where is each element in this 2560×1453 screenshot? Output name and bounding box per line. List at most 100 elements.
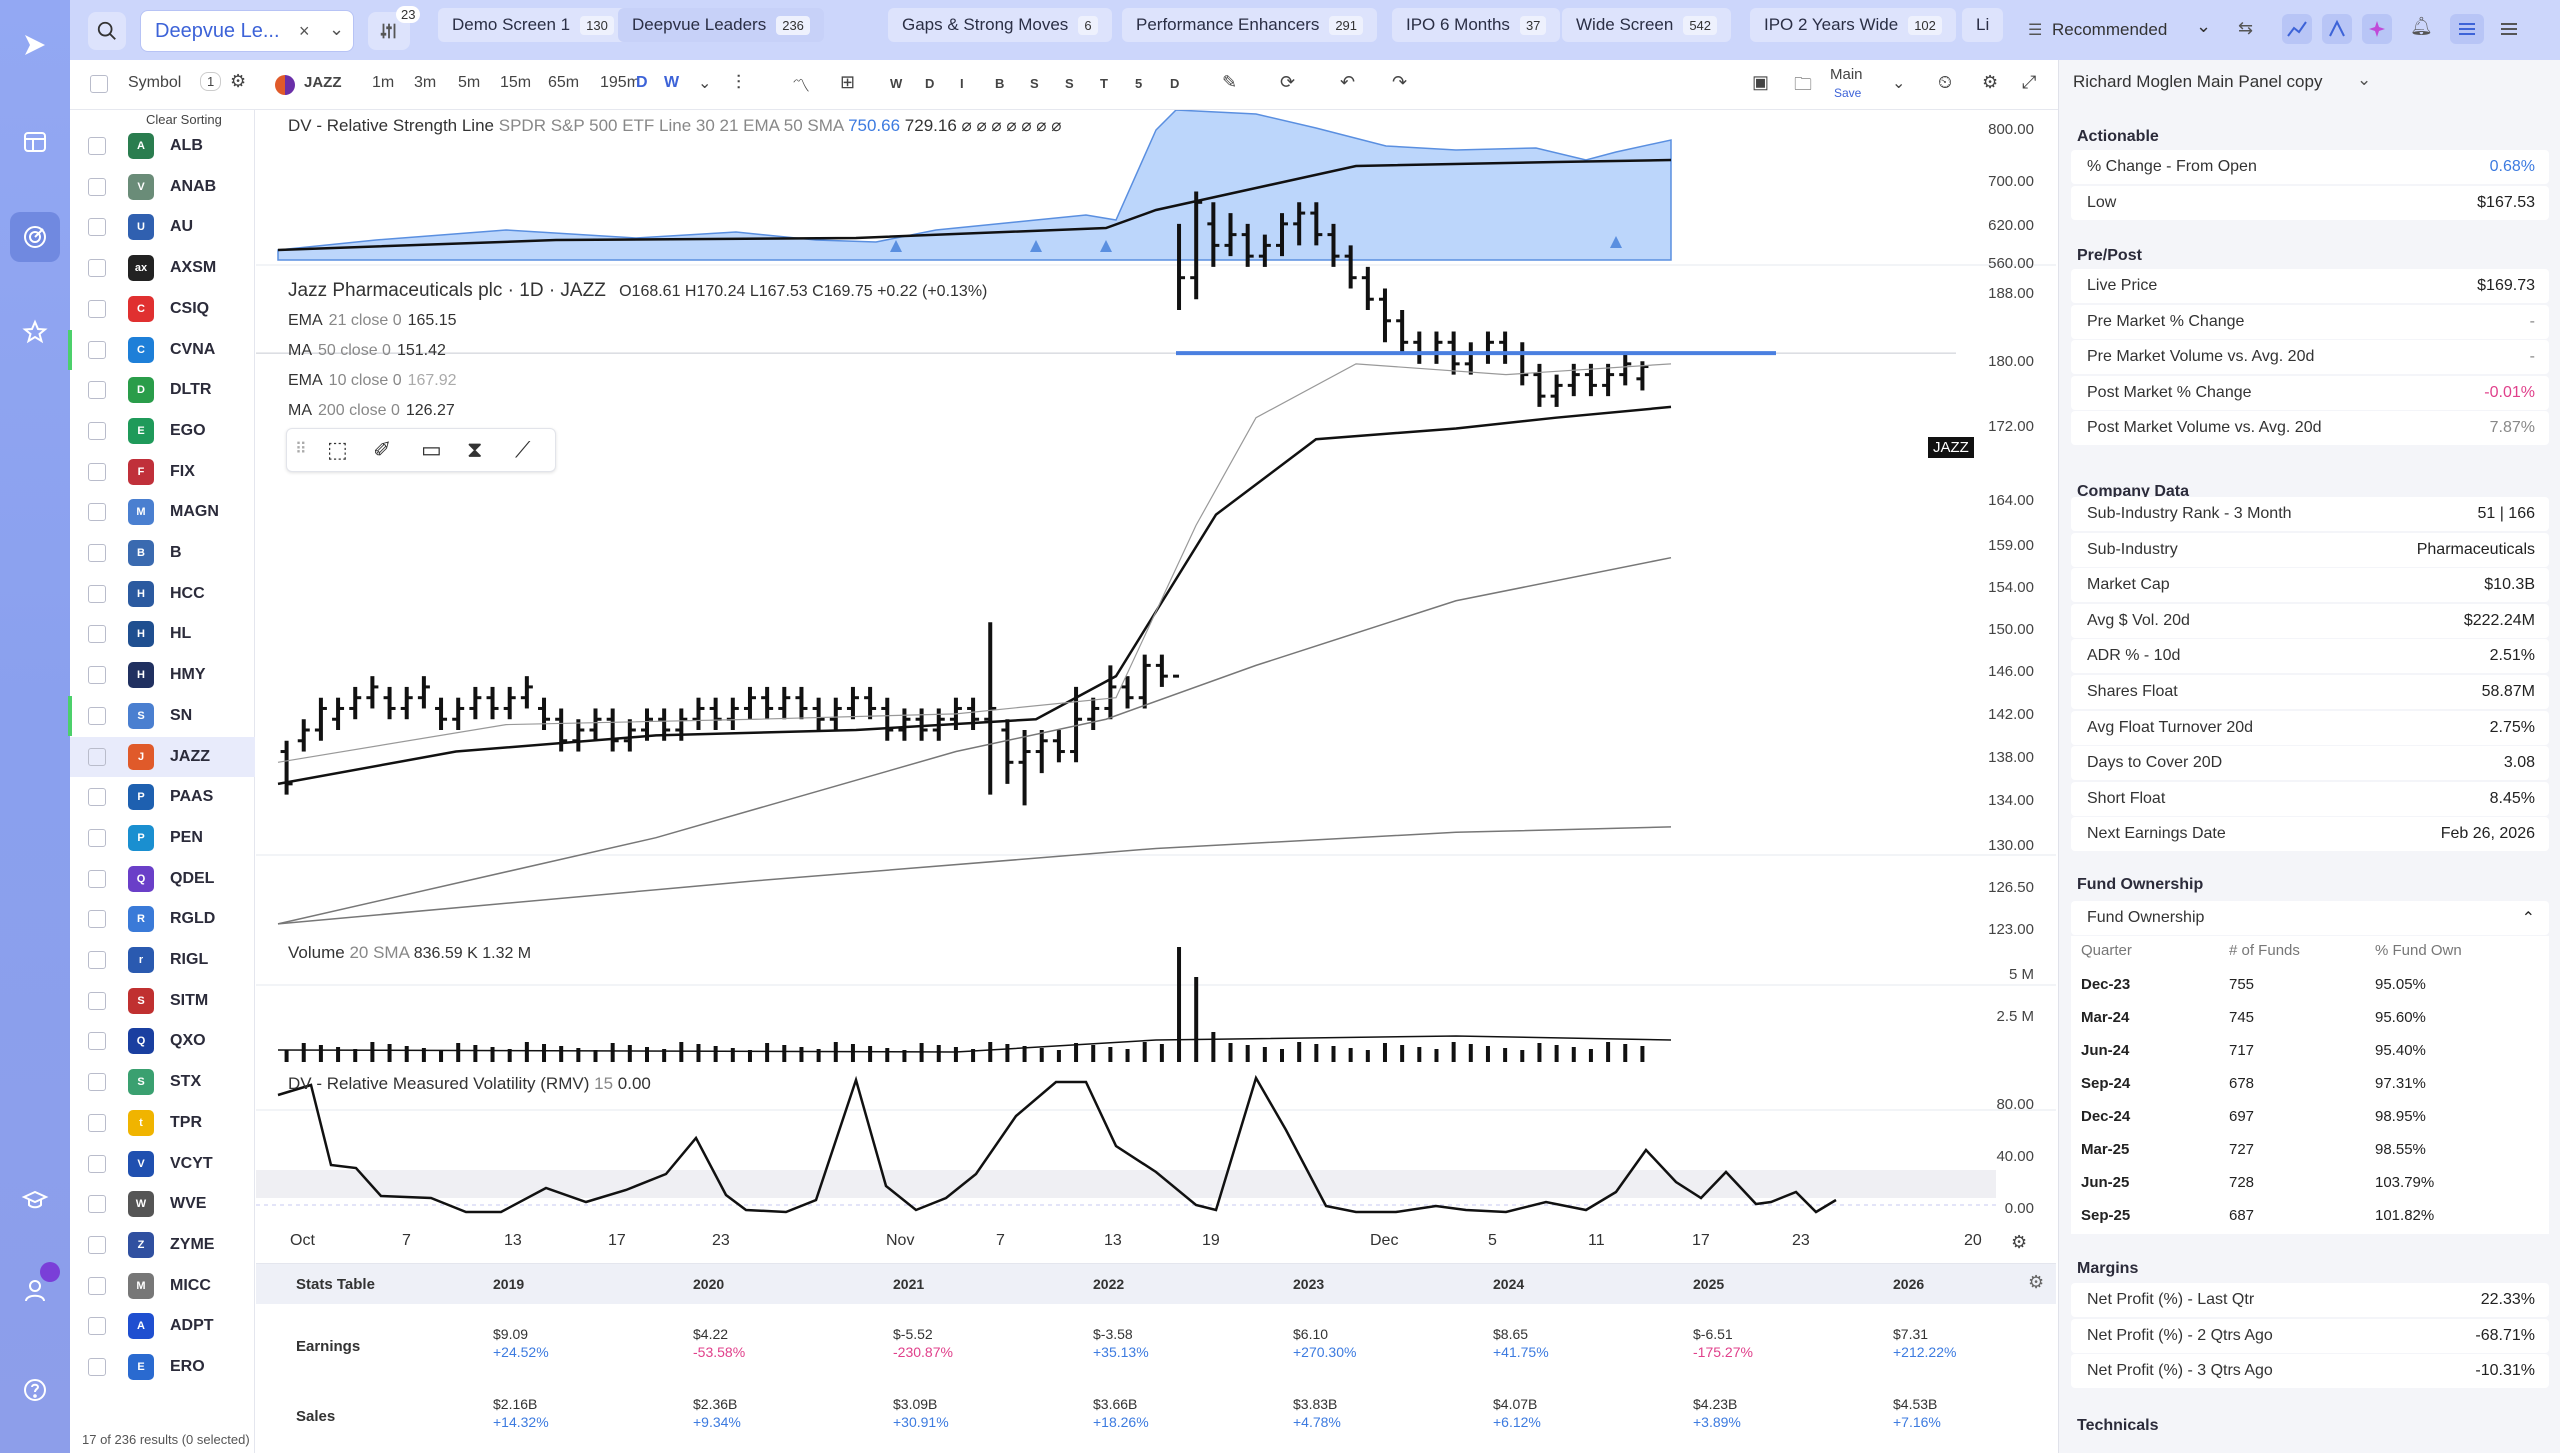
row-checkbox[interactable] bbox=[88, 828, 106, 847]
list-item[interactable]: M MICC bbox=[70, 1266, 255, 1306]
period-button[interactable]: I bbox=[960, 76, 964, 91]
list-item[interactable]: Q QDEL bbox=[70, 859, 255, 899]
fund-ownership-toggle[interactable]: Fund Ownership ⌃ bbox=[2071, 901, 2549, 935]
screener-icon[interactable] bbox=[10, 212, 60, 262]
period-button[interactable]: T bbox=[1100, 76, 1108, 91]
panel-row[interactable]: Avg $ Vol. 20d $222.24M bbox=[2071, 603, 2549, 638]
row-checkbox[interactable] bbox=[88, 666, 106, 685]
list-item[interactable]: S STX bbox=[70, 1062, 255, 1102]
row-checkbox[interactable] bbox=[88, 177, 106, 196]
education-icon[interactable] bbox=[10, 1175, 60, 1225]
share-icon[interactable]: ⇆ bbox=[2238, 18, 2254, 38]
period-button[interactable]: W bbox=[890, 76, 903, 91]
clear-icon[interactable]: × bbox=[299, 21, 310, 41]
list-item[interactable]: V VCYT bbox=[70, 1144, 255, 1184]
layout-chevron-icon[interactable]: ⌄ bbox=[1892, 75, 1906, 92]
list-item[interactable]: S SITM bbox=[70, 981, 255, 1021]
period-button[interactable]: S bbox=[1030, 76, 1039, 91]
timeframe-chevron-icon[interactable]: ⌄ bbox=[698, 75, 712, 92]
row-checkbox[interactable] bbox=[88, 910, 106, 929]
fullscreen-icon[interactable]: ⤢ bbox=[2022, 72, 2037, 92]
panel-row[interactable]: Live Price $169.73 bbox=[2071, 269, 2549, 303]
rectangle-tool-icon[interactable]: ⬚ bbox=[327, 437, 348, 462]
list-item[interactable]: F FIX bbox=[70, 452, 255, 492]
comment-tool-icon[interactable]: ▭ bbox=[421, 437, 442, 462]
row-checkbox[interactable] bbox=[88, 1235, 106, 1254]
row-checkbox[interactable] bbox=[88, 991, 106, 1010]
ticker-symbol[interactable]: JAZZ bbox=[304, 74, 342, 91]
list-item[interactable]: t TPR bbox=[70, 1103, 255, 1143]
list-item[interactable]: U AU bbox=[70, 207, 255, 247]
redo-icon[interactable]: ↷ bbox=[1392, 72, 1408, 92]
list-item[interactable]: Q QXO bbox=[70, 1021, 255, 1061]
bell-icon[interactable]: 🔔︎ bbox=[2410, 16, 2433, 36]
panel-row[interactable]: Short Float 8.45% bbox=[2071, 781, 2549, 816]
timeframe-1m[interactable]: 1m bbox=[372, 74, 395, 91]
indicators-icon[interactable]: 〽 bbox=[792, 76, 810, 96]
panel-row[interactable]: Post Market Volume vs. Avg. 20d 7.87% bbox=[2071, 411, 2549, 446]
tab-gaps-strong-moves[interactable]: Gaps & Strong Moves 6 bbox=[888, 8, 1112, 42]
period-button[interactable]: 5 bbox=[1135, 76, 1143, 91]
candle-tool-icon[interactable]: ⧗ bbox=[467, 437, 483, 462]
list-item[interactable]: E EGO bbox=[70, 411, 255, 451]
price-chart[interactable]: DV - Relative Strength Line SPDR S&P 500… bbox=[256, 110, 2056, 1260]
period-button[interactable]: D bbox=[1170, 76, 1180, 91]
symbol-header[interactable]: Symbol bbox=[128, 74, 182, 91]
list-item[interactable]: ax AXSM bbox=[70, 248, 255, 288]
filter-button[interactable]: 23 bbox=[368, 6, 421, 50]
collapse-icon[interactable]: ⌃ bbox=[2521, 910, 2535, 927]
list-item[interactable]: S SN bbox=[68, 695, 255, 736]
tab-wide-screen[interactable]: Wide Screen 542 bbox=[1562, 8, 1732, 42]
chevron-down-icon[interactable]: ⌄ bbox=[329, 19, 345, 39]
row-checkbox[interactable] bbox=[88, 340, 106, 359]
timeframe-65m[interactable]: 65m bbox=[548, 74, 580, 91]
row-checkbox[interactable] bbox=[88, 1195, 106, 1214]
row-checkbox[interactable] bbox=[88, 218, 106, 237]
list-item[interactable]: H HL bbox=[70, 614, 255, 654]
panel-row[interactable]: Avg Float Turnover 20d 2.75% bbox=[2071, 710, 2549, 745]
draw-pencil-icon[interactable]: ✎ bbox=[1222, 72, 1238, 92]
row-checkbox[interactable] bbox=[88, 381, 106, 400]
bar-style-icon[interactable]: ⫶ bbox=[736, 72, 741, 94]
screen-select[interactable]: Deepvue Le... × ⌄ bbox=[140, 10, 354, 52]
tab-ipo-2-years-wide[interactable]: IPO 2 Years Wide 102 bbox=[1750, 8, 1956, 42]
folder-icon[interactable]: 🗀 bbox=[1794, 74, 1812, 94]
row-checkbox[interactable] bbox=[88, 788, 106, 807]
timeframe-3m[interactable]: 3m bbox=[414, 74, 437, 91]
panel-title[interactable]: Richard Moglen Main Panel copy bbox=[2073, 72, 2323, 91]
panel-row[interactable]: Net Profit (%) - Last Qtr 22.33% bbox=[2071, 1283, 2549, 1317]
row-checkbox[interactable] bbox=[88, 462, 106, 481]
row-checkbox[interactable] bbox=[88, 544, 106, 562]
select-all-checkbox[interactable] bbox=[90, 75, 108, 93]
sort-chevron-icon[interactable]: ⌄ bbox=[2196, 16, 2212, 36]
period-button[interactable]: B bbox=[995, 76, 1005, 91]
panel-row[interactable]: Sub-Industry Rank - 3 Month 51 | 166 bbox=[2071, 497, 2549, 531]
undo-icon[interactable]: ↶ bbox=[1340, 72, 1356, 92]
list-view-icon[interactable] bbox=[2450, 14, 2484, 44]
layout-panel-icon[interactable]: ▣ bbox=[1752, 72, 1770, 92]
panel-chevron-icon[interactable]: ⌄ bbox=[2357, 70, 2372, 89]
stats-settings-icon[interactable]: ⚙ bbox=[2028, 1272, 2045, 1292]
row-checkbox[interactable] bbox=[88, 706, 106, 725]
drag-handle-icon[interactable]: ⠿ bbox=[295, 441, 307, 458]
refresh-icon[interactable]: ⟳ bbox=[1280, 72, 1296, 92]
save-layout-button[interactable]: Save bbox=[1834, 86, 1862, 100]
row-checkbox[interactable] bbox=[88, 1032, 106, 1051]
tab-ipo-6-months[interactable]: IPO 6 Months 37 bbox=[1392, 8, 1561, 42]
list-item[interactable]: H HCC bbox=[70, 574, 255, 614]
list-item[interactable]: H HMY bbox=[70, 655, 255, 695]
panel-row[interactable]: Next Earnings Date Feb 26, 2026 bbox=[2071, 817, 2549, 852]
list-item[interactable]: P PAAS bbox=[70, 777, 255, 817]
settings-gear-icon[interactable]: ⚙ bbox=[230, 71, 247, 91]
row-checkbox[interactable] bbox=[88, 1317, 106, 1336]
list-item[interactable]: D DLTR bbox=[70, 370, 255, 410]
timeframe-5m[interactable]: 5m bbox=[458, 74, 481, 91]
timeframe-W[interactable]: W bbox=[664, 74, 680, 91]
indicator-icon[interactable] bbox=[2322, 14, 2352, 44]
panel-row[interactable]: Sub-Industry Pharmaceuticals bbox=[2071, 532, 2549, 567]
row-checkbox[interactable] bbox=[88, 1358, 106, 1376]
timeframe-D[interactable]: D bbox=[636, 74, 648, 91]
tab-demo-screen-1[interactable]: Demo Screen 1 130 bbox=[438, 8, 628, 42]
list-item[interactable]: A ADPT bbox=[70, 1306, 255, 1346]
list-item[interactable]: V ANAB bbox=[70, 167, 255, 207]
